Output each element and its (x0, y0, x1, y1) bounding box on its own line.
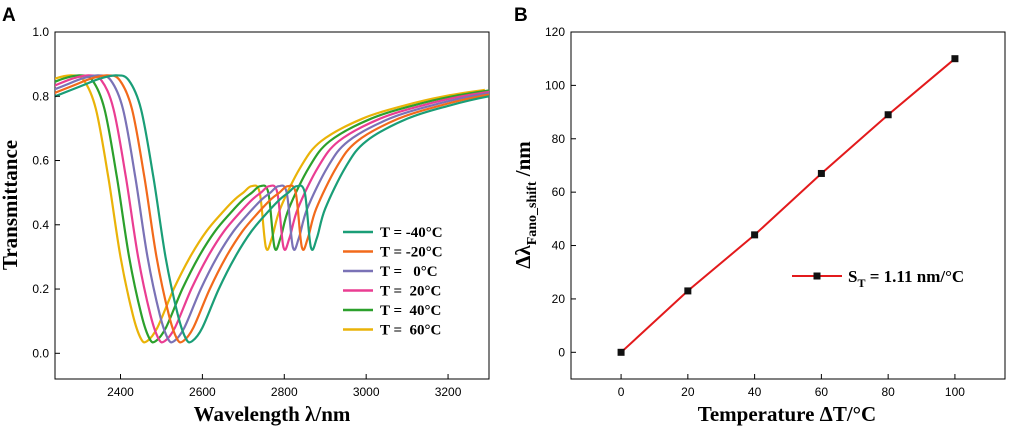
panel-a-legend-label: T = 60°C (380, 323, 441, 339)
panel-a-x-tick-label: 2400 (107, 385, 134, 399)
panel-b-y-tick-label: 60 (552, 185, 566, 199)
panel-a-legend-label: T = 40°C (380, 303, 441, 319)
panel-a-label: A (2, 5, 16, 26)
panel-b-series (617, 55, 959, 356)
panel-b-data-point (817, 169, 825, 177)
panel-b-data-point (684, 287, 692, 295)
panel-a-legend-label: T = -40°C (380, 225, 443, 241)
panel-b-data-point (951, 55, 959, 63)
panel-b-y-axis: 0 20 40 60 80 100 120 (545, 25, 576, 359)
panel-b-legend-label-main: S (848, 267, 857, 286)
panel-a-curves (55, 74, 489, 344)
panel-a-legend-label: T = 0°C (380, 264, 438, 280)
panel-b-data-point (884, 111, 892, 119)
panel-a-series-line (55, 74, 489, 344)
panel-b-x-tick-label: 100 (945, 385, 965, 399)
panel-a-x-tick-label: 3200 (435, 385, 462, 399)
panel-a: A 0.0 0.2 0.4 0.6 0.8 1.0 2400 2600 2800 3000 320… (0, 5, 490, 426)
panel-b-y-tick-label: 100 (545, 78, 565, 92)
panel-b-x-tick-label: 40 (748, 385, 762, 399)
panel-b-x-tick-label: 0 (618, 385, 625, 399)
panel-b-data-point (617, 348, 625, 356)
panel-a-series-line (55, 74, 489, 344)
panel-b-y-tick-label: 40 (552, 239, 566, 253)
panel-a-y-tick-label: 1.0 (32, 25, 49, 39)
panel-b-x-axis-title: Temperature ΔT/°C (698, 402, 876, 426)
panel-b-x-axis: 0 20 40 60 80 100 (618, 374, 965, 399)
panel-a-series-line (55, 74, 489, 344)
panel-b-legend-label-subscript: T (857, 276, 865, 290)
panel-b-label: B (514, 5, 528, 26)
panel-b-y-axis-title-unit: /nm (511, 141, 535, 182)
panel-b-y-tick-label: 120 (545, 25, 565, 39)
panel-b-legend: ST = 1.11 nm/°C (792, 267, 964, 290)
panel-a-y-tick-label: 0.6 (32, 154, 49, 168)
panel-b-frame (570, 31, 1006, 380)
panel-b-data-point (751, 231, 759, 239)
panel-a-x-axis: 2400 2600 2800 3000 3200 (107, 374, 462, 399)
panel-b-legend-swatch-marker (813, 272, 821, 280)
panel-b-y-tick-label: 80 (552, 132, 566, 146)
panel-a-y-tick-label: 0.4 (32, 218, 49, 232)
panel-a-frame (54, 31, 490, 380)
panel-b-y-tick-label: 0 (558, 345, 565, 359)
panel-a-legend: T = -40°C T = -20°C T = 0°C T = 20°C T = 40°… (343, 225, 443, 339)
panel-a-y-axis-title: Transmittance (0, 140, 22, 270)
panel-a-legend-label: T = -20°C (380, 245, 443, 261)
panel-a-y-axis: 0.0 0.2 0.4 0.6 0.8 1.0 (32, 25, 60, 360)
panel-a-x-tick-label: 2800 (271, 385, 298, 399)
panel-a-legend-label: T = 20°C (380, 284, 441, 300)
panel-b-y-axis-title-main: Δλ (511, 245, 535, 269)
panel-b-y-axis-title-subscript: Fano_shift (525, 181, 540, 245)
panel-a-y-tick-label: 0.0 (32, 346, 49, 360)
panel-b-y-axis-title: ΔλFano_shift /nm (511, 141, 540, 269)
panel-a-x-tick-label: 3000 (353, 385, 380, 399)
panel-a-y-tick-label: 0.2 (32, 282, 49, 296)
panel-b-x-tick-label: 80 (881, 385, 895, 399)
panel-b-y-tick-label: 20 (552, 292, 566, 306)
panel-b-x-tick-label: 60 (815, 385, 829, 399)
panel-b-x-tick-label: 20 (681, 385, 695, 399)
panel-b-legend-label: ST = 1.11 nm/°C (848, 267, 964, 290)
panel-a-x-axis-title: Wavelength λ/nm (194, 402, 351, 426)
panel-a-series-line (55, 74, 486, 344)
panel-a-series-line (55, 74, 489, 344)
panel-b-legend-label-value: = 1.11 nm/°C (865, 267, 964, 286)
panel-a-series-line (55, 74, 489, 344)
panel-a-y-tick-label: 0.8 (32, 89, 49, 103)
panel-a-x-tick-label: 2600 (189, 385, 216, 399)
panel-b: B 0 20 40 60 80 100 120 0 20 40 60 80 100 Temperatu… (511, 5, 1006, 426)
panel-b-series-line (620, 57, 956, 354)
